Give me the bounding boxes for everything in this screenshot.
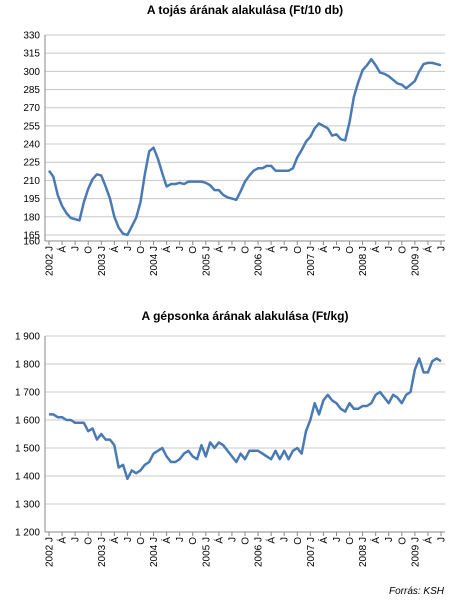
y-tick-label: 225 [23, 158, 40, 169]
x-tick-label: O [397, 246, 408, 254]
x-tick-label: 2008 J [358, 246, 369, 276]
y-tick-label: 255 [23, 121, 40, 132]
x-tick-label: Á [317, 537, 330, 544]
x-tick-label: Á [160, 537, 173, 544]
x-tick-label: Á [212, 537, 225, 544]
y-tick-label: 270 [23, 103, 40, 114]
x-tick-label: Á [265, 537, 278, 544]
x-tick-label: 2002 J [45, 246, 56, 276]
x-tick-label: O [293, 537, 304, 545]
x-tick-label: 2007 J [306, 246, 317, 276]
y-tick-label: 240 [23, 140, 40, 151]
x-tick-label: O [345, 246, 356, 254]
x-tick-label: O [84, 537, 95, 545]
y-tick-label: 180 [23, 212, 40, 223]
x-tick-label: O [241, 537, 252, 545]
x-tick-label: Á [56, 537, 69, 544]
y-tick-label: 330 [23, 31, 40, 42]
x-tick-label: J [175, 246, 186, 251]
y-tick-label: 1 500 [15, 444, 40, 455]
x-tick-label: J [437, 537, 448, 542]
source-note: Forrás: KSH [389, 586, 445, 597]
x-tick-label: O [345, 537, 356, 545]
y-tick-label: 1 300 [15, 500, 40, 511]
x-tick-label: 2002 J [45, 537, 56, 567]
data-line [47, 57, 442, 237]
x-tick-label: Á [108, 537, 121, 544]
chart-title: A tojás árának alakulása (Ft/10 db) [147, 3, 343, 17]
x-tick-label: 2005 J [201, 537, 212, 567]
x-tick-label: O [293, 246, 304, 254]
x-tick-label: 2006 J [254, 246, 265, 276]
x-tick-label: O [188, 537, 199, 545]
x-tick-label: O [188, 246, 199, 254]
x-tick-label: J [280, 537, 291, 542]
y-tick-label: 300 [23, 67, 40, 78]
x-tick-label: J [71, 537, 82, 542]
x-tick-label: Á [56, 246, 69, 253]
y-tick-label: 1 700 [15, 388, 40, 399]
y-tick-label: 160 [23, 237, 40, 248]
x-tick-label: O [241, 246, 252, 254]
x-tick-label: J [332, 537, 343, 542]
y-tick-label: 210 [23, 176, 40, 187]
x-tick-label: O [397, 537, 408, 545]
x-tick-label: J [227, 246, 238, 251]
x-tick-label: J [71, 246, 82, 251]
x-tick-label: 2004 J [149, 537, 160, 567]
x-tick-label: Á [421, 537, 434, 544]
x-tick-label: 2009 J [410, 537, 421, 567]
x-tick-label: J [175, 537, 186, 542]
x-tick-label: J [123, 537, 134, 542]
x-tick-label: 2004 J [149, 246, 160, 276]
x-tick-label: 2009 J [410, 246, 421, 276]
x-tick-label: Á [265, 246, 278, 253]
y-tick-label: 1 800 [15, 360, 40, 371]
y-tick-label: 195 [23, 194, 40, 205]
x-tick-label: Á [369, 537, 382, 544]
y-tick-label: 165 [23, 230, 40, 241]
x-tick-label: Á [108, 246, 121, 253]
x-tick-label: Á [317, 246, 330, 253]
x-tick-label: J [384, 537, 395, 542]
x-tick-label: 2006 J [254, 537, 265, 567]
x-tick-label: 2008 J [358, 537, 369, 567]
x-tick-label: Á [212, 246, 225, 253]
x-tick-label: J [437, 246, 448, 251]
y-tick-label: 1 400 [15, 472, 40, 483]
x-tick-label: 2003 J [97, 537, 108, 567]
y-tick-label: 1 200 [15, 528, 40, 539]
x-tick-label: O [84, 246, 95, 254]
chart-title: A gépsonka árának alakulása (Ft/kg) [142, 309, 349, 323]
x-tick-label: 2007 J [306, 537, 317, 567]
x-tick-label: J [280, 246, 291, 251]
x-tick-label: O [136, 246, 147, 254]
x-tick-label: Á [421, 246, 434, 253]
x-tick-label: O [136, 537, 147, 545]
x-tick-label: J [332, 246, 343, 251]
x-tick-label: J [123, 246, 134, 251]
y-tick-label: 285 [23, 85, 40, 96]
x-tick-label: 2005 J [201, 246, 212, 276]
y-tick-label: 1 900 [15, 332, 40, 343]
x-tick-label: Á [160, 246, 173, 253]
data-line [49, 357, 442, 481]
x-tick-label: J [227, 537, 238, 542]
x-tick-label: 2003 J [97, 246, 108, 276]
x-tick-label: J [384, 246, 395, 251]
x-tick-label: Á [369, 246, 382, 253]
y-tick-label: 1 600 [15, 416, 40, 427]
y-tick-label: 315 [23, 49, 40, 60]
